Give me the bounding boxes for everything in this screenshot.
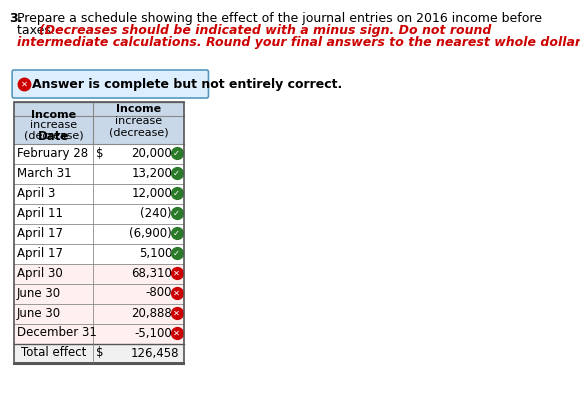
FancyBboxPatch shape	[14, 102, 184, 144]
FancyBboxPatch shape	[14, 264, 184, 284]
Text: 68,310: 68,310	[131, 267, 172, 279]
Text: ✓: ✓	[173, 248, 180, 258]
Text: $: $	[96, 147, 103, 159]
Bar	[14, 102, 184, 364]
FancyBboxPatch shape	[93, 102, 184, 144]
Text: increase: increase	[115, 116, 162, 126]
FancyBboxPatch shape	[14, 144, 184, 164]
FancyBboxPatch shape	[14, 224, 184, 244]
Text: Income: Income	[31, 110, 76, 120]
FancyBboxPatch shape	[14, 184, 184, 204]
FancyBboxPatch shape	[14, 164, 184, 184]
Text: ✕: ✕	[21, 80, 28, 89]
Text: April 17: April 17	[17, 227, 63, 239]
FancyBboxPatch shape	[14, 204, 184, 224]
Text: June 30: June 30	[17, 307, 61, 319]
Text: (decrease): (decrease)	[24, 130, 84, 140]
FancyBboxPatch shape	[14, 304, 184, 324]
Text: 126,458: 126,458	[131, 346, 180, 360]
FancyBboxPatch shape	[14, 324, 184, 344]
Text: ✓: ✓	[173, 208, 180, 218]
Text: 3.: 3.	[9, 12, 23, 25]
Text: Date: Date	[38, 130, 69, 143]
Text: 5,100: 5,100	[139, 246, 172, 260]
Text: increase: increase	[30, 120, 77, 130]
Text: Answer is complete but not entirely correct.: Answer is complete but not entirely corr…	[32, 77, 342, 91]
Text: Total effect: Total effect	[21, 346, 86, 360]
Text: April 11: April 11	[17, 206, 63, 220]
Text: April 17: April 17	[17, 246, 63, 260]
Text: Prepare a schedule showing the effect of the journal entries on 2016 income befo: Prepare a schedule showing the effect of…	[17, 12, 542, 25]
Text: ✕: ✕	[173, 269, 180, 278]
Text: Income: Income	[116, 104, 161, 114]
Text: -800: -800	[146, 286, 172, 300]
Text: ✓: ✓	[173, 189, 180, 197]
Text: ✓: ✓	[173, 229, 180, 237]
Text: 12,000: 12,000	[131, 187, 172, 199]
Text: 20,888: 20,888	[131, 307, 172, 319]
Text: April 30: April 30	[17, 267, 63, 279]
Text: (240): (240)	[140, 206, 172, 220]
Text: ✕: ✕	[173, 328, 180, 337]
Text: -5,100: -5,100	[135, 326, 172, 339]
Text: intermediate calculations. Round your final answers to the nearest whole dollar.: intermediate calculations. Round your fi…	[17, 36, 580, 49]
Text: February 28: February 28	[17, 147, 88, 159]
Text: March 31: March 31	[17, 166, 71, 180]
Text: ✕: ✕	[173, 288, 180, 297]
Text: $: $	[96, 346, 103, 360]
Text: December 31: December 31	[17, 326, 96, 339]
Text: (decrease): (decrease)	[109, 127, 169, 137]
Text: (Decreases should be indicated with a minus sign. Do not round: (Decreases should be indicated with a mi…	[39, 24, 492, 37]
FancyBboxPatch shape	[14, 344, 184, 364]
Text: April 3: April 3	[17, 187, 55, 199]
Text: ✓: ✓	[173, 148, 180, 157]
FancyBboxPatch shape	[12, 70, 208, 98]
Text: taxes.: taxes.	[17, 24, 59, 37]
Text: ✓: ✓	[173, 169, 180, 178]
FancyBboxPatch shape	[14, 284, 184, 304]
FancyBboxPatch shape	[14, 244, 184, 264]
Text: ✕: ✕	[173, 309, 180, 318]
Text: 13,200: 13,200	[131, 166, 172, 180]
Text: (6,900): (6,900)	[129, 227, 172, 239]
Text: 20,000: 20,000	[131, 147, 172, 159]
Text: June 30: June 30	[17, 286, 61, 300]
